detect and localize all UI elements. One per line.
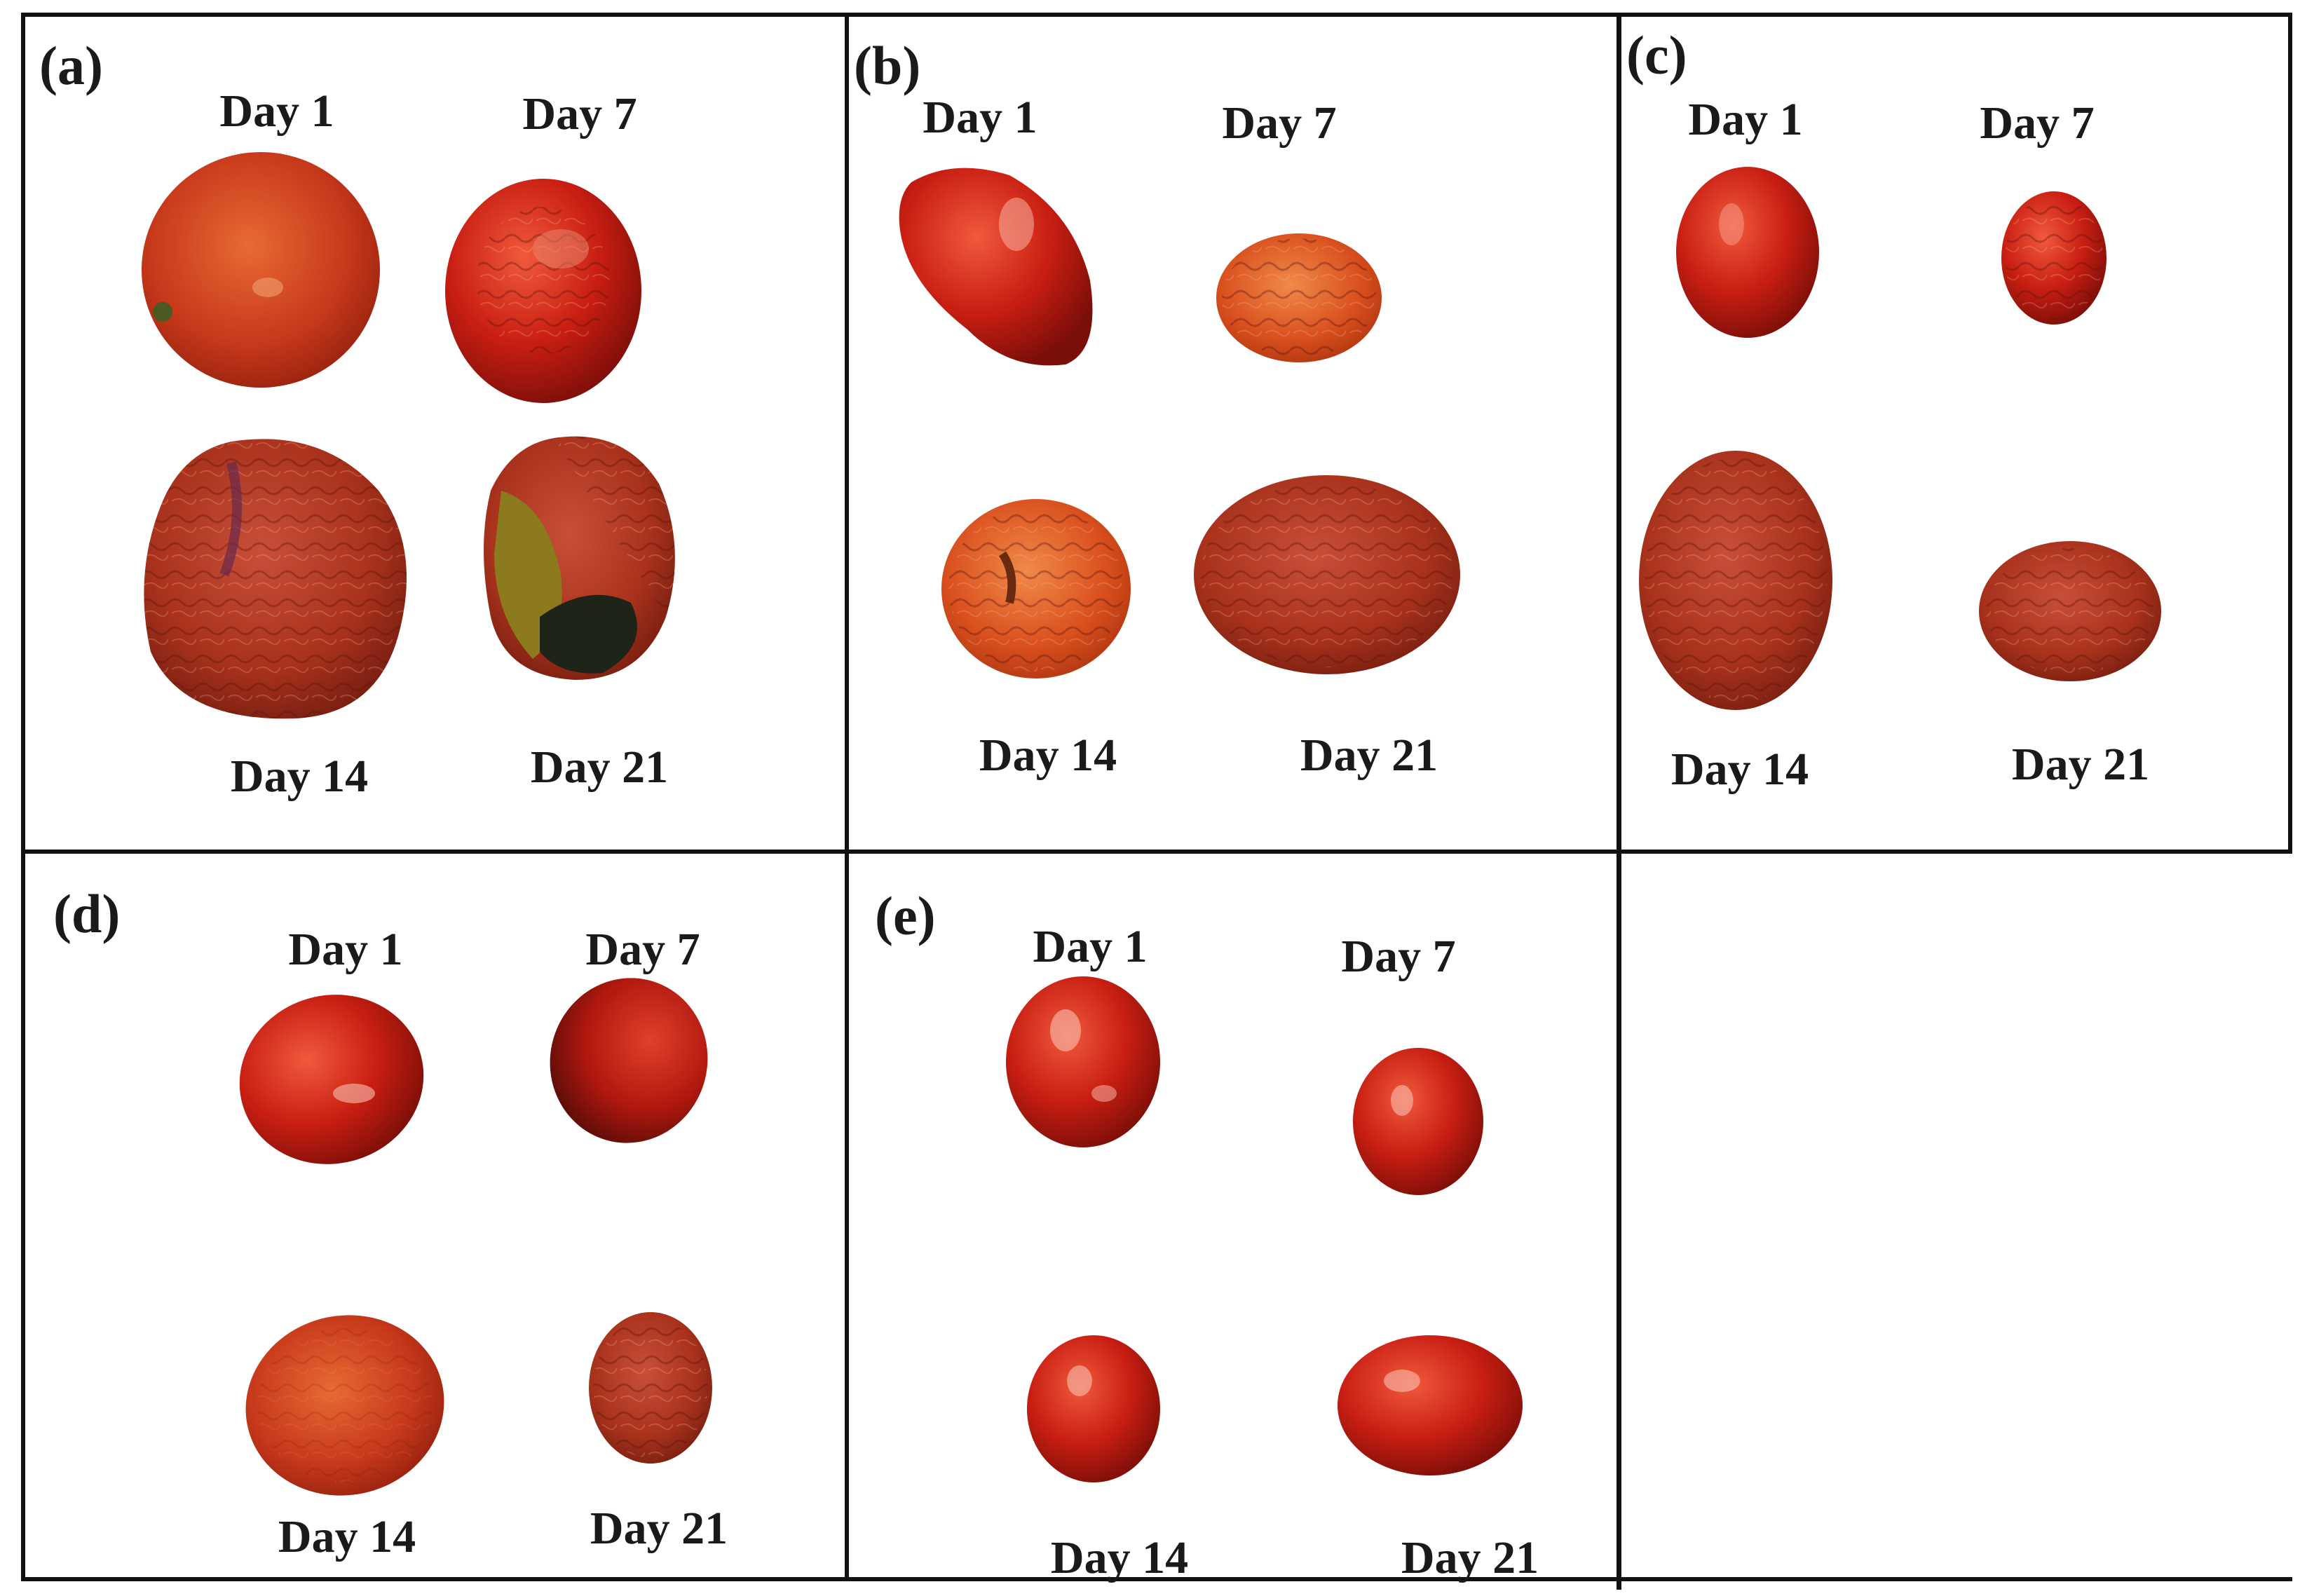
day-label-e-7: Day 7 (1341, 931, 1456, 982)
border-bottom (21, 1577, 2292, 1581)
day-label-a-14: Day 14 (230, 751, 369, 802)
panel-label-b: (b) (854, 35, 921, 96)
tomato-c-day1 (1676, 167, 1819, 338)
border-divider-1 (845, 13, 849, 1581)
tomato-d-day1 (239, 995, 424, 1164)
tomato-e-day21 (1338, 1335, 1523, 1475)
border-divider-2 (1617, 13, 1621, 1590)
day-label-b-1: Day 1 (923, 92, 1037, 143)
panel-label-d: (d) (53, 883, 121, 944)
day-label-d-14: Day 14 (278, 1511, 416, 1562)
tomato-e-day14 (1027, 1335, 1160, 1482)
border-top (21, 13, 2292, 17)
day-label-e-14: Day 14 (1050, 1532, 1189, 1583)
tomato-e-day1 (1006, 976, 1160, 1147)
border-left (21, 13, 25, 1581)
day-label-c-7: Day 7 (1980, 97, 2095, 149)
day-label-e-21: Day 21 (1401, 1532, 1539, 1583)
panel-e-tomatoes (1006, 976, 1523, 1482)
day-label-a-7: Day 7 (522, 88, 637, 139)
border-right (2288, 13, 2292, 854)
panel-c-tomatoes (1639, 167, 2161, 710)
day-label-b-14: Day 14 (979, 730, 1117, 781)
tomato-b-day1 (899, 168, 1093, 366)
panel-label-c: (c) (1626, 25, 1687, 86)
day-label-d-21: Day 21 (590, 1503, 728, 1554)
day-label-b-7: Day 7 (1222, 97, 1337, 149)
tomato-d-day7 (550, 978, 708, 1143)
day-label-e-1: Day 1 (1033, 921, 1148, 972)
day-label-d-1: Day 1 (288, 924, 403, 975)
tomato-a-day1 (142, 152, 380, 388)
day-label-b-21: Day 21 (1300, 730, 1438, 781)
day-label-c-1: Day 1 (1688, 94, 1803, 145)
tomato-e-day7 (1353, 1048, 1483, 1195)
day-label-a-21: Day 21 (530, 742, 669, 793)
panel-label-e: (e) (875, 885, 936, 946)
panel-label-a: (a) (39, 35, 103, 96)
day-label-d-7: Day 7 (585, 924, 700, 975)
panel-d-tomatoes (239, 978, 712, 1496)
day-label-c-14: Day 14 (1670, 744, 1809, 795)
day-label-c-21: Day 21 (2011, 739, 2150, 790)
panel-a-tomatoes (142, 152, 675, 719)
day-label-a-1: Day 1 (219, 86, 334, 137)
panel-b-tomatoes (899, 168, 1460, 678)
border-middle (21, 850, 2292, 854)
